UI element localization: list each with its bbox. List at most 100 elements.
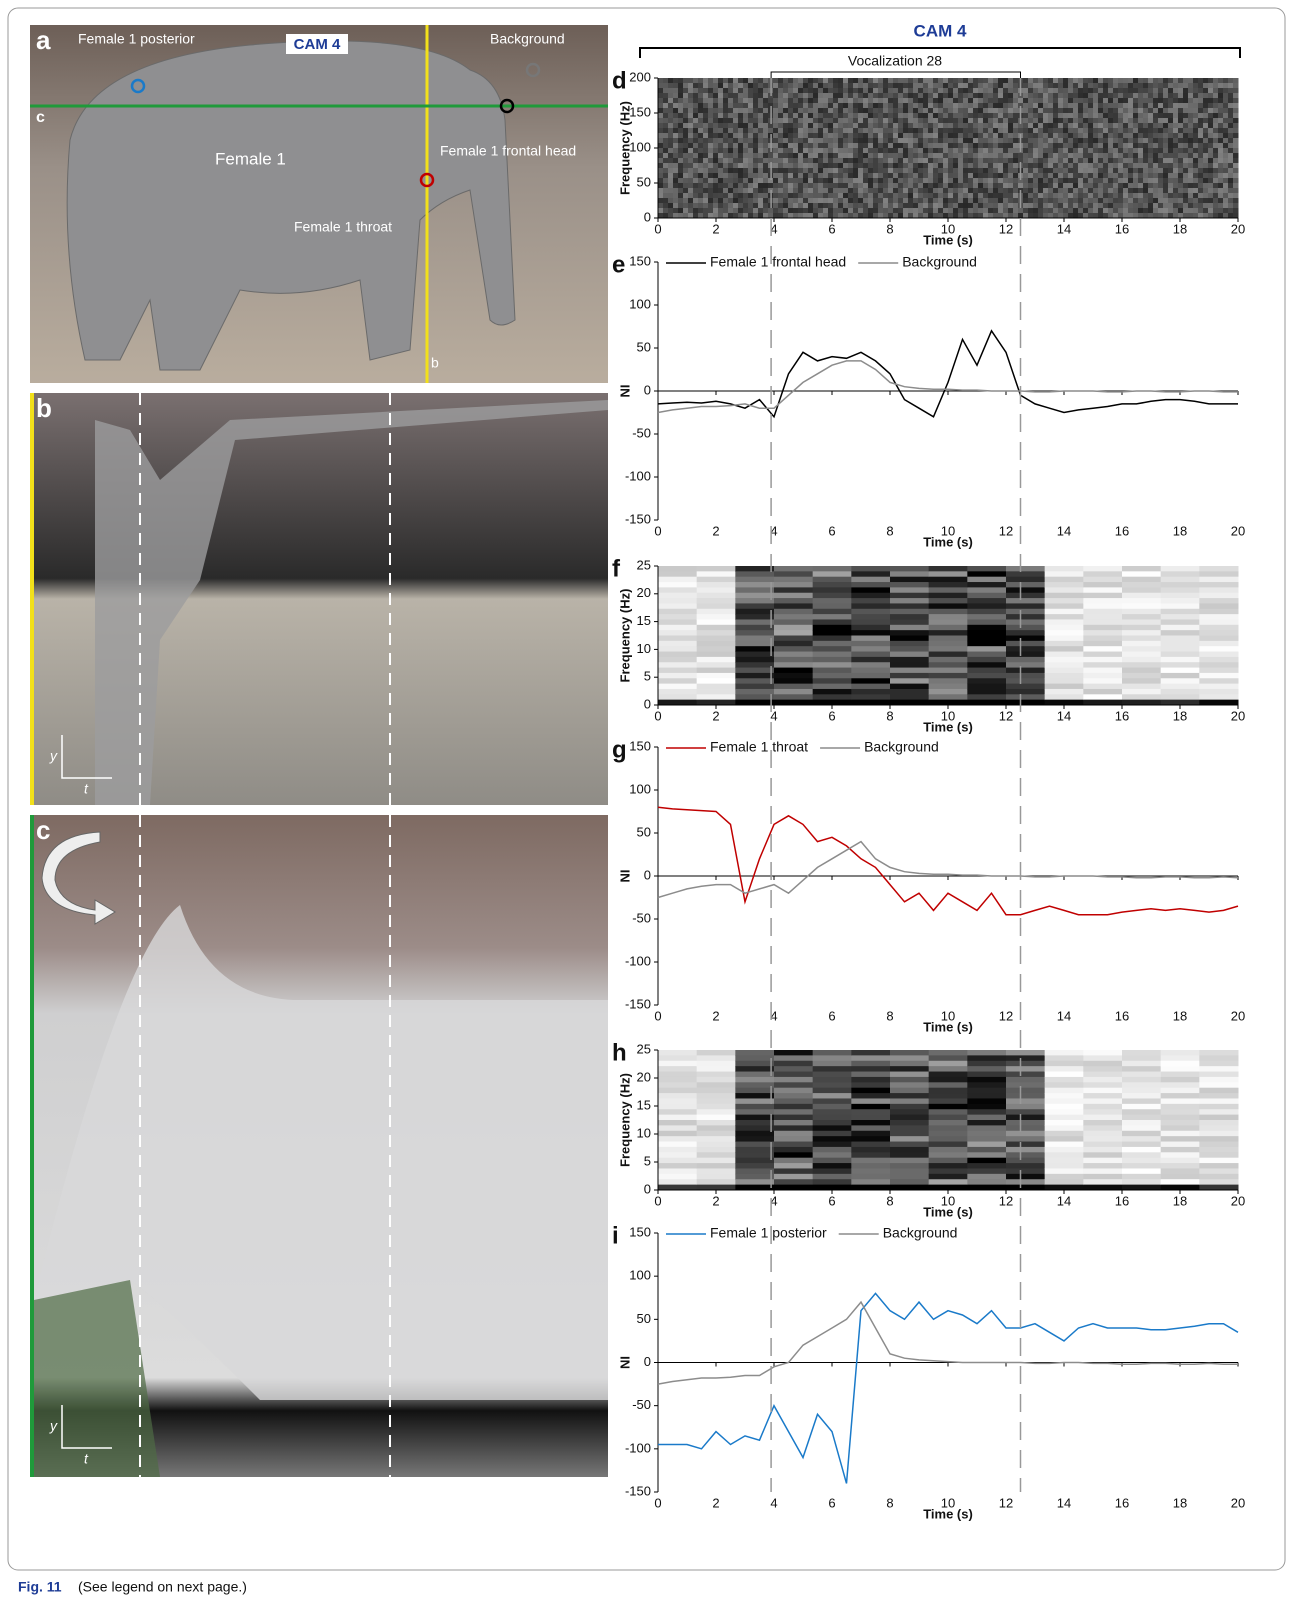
spectrogram-cell [967, 1082, 1006, 1088]
spectrogram-cell [735, 1174, 774, 1180]
spectrogram-cell [1223, 148, 1229, 154]
spectrogram-cell [698, 153, 704, 159]
spectrogram-cell [658, 577, 697, 583]
spectrogram-cell [958, 178, 964, 184]
spectrogram-cell [868, 143, 874, 149]
spectrogram-cell [843, 158, 849, 164]
spectrogram-cell [1073, 208, 1079, 214]
spectrogram-cell [813, 1055, 852, 1061]
spectrogram-cell [1233, 153, 1239, 159]
spectrogram-cell [1163, 138, 1169, 144]
spectrogram-cell [1178, 108, 1184, 114]
spectrogram-cell [728, 158, 734, 164]
spectrogram-cell [923, 113, 929, 119]
spectrogram-cell [888, 208, 894, 214]
spectrogram-cell [793, 88, 799, 94]
spectrogram-cell [1198, 198, 1204, 204]
spectrogram-cell [1008, 78, 1014, 84]
spectrogram-cell [813, 662, 852, 668]
spectrogram-cell [868, 193, 874, 199]
spectrogram-cell [1223, 88, 1229, 94]
spectrogram-cell [693, 88, 699, 94]
spectrogram-cell [838, 128, 844, 134]
spectrogram-cell [1208, 108, 1214, 114]
spectrogram-cell [963, 133, 969, 139]
spectrogram-cell [1028, 198, 1034, 204]
spectrogram-cell [1203, 198, 1209, 204]
spectrogram-cell [823, 188, 829, 194]
spectrogram-cell [833, 183, 839, 189]
spectrogram-cell [823, 108, 829, 114]
spectrogram-cell [1118, 158, 1124, 164]
spectrogram-cell [833, 88, 839, 94]
spectrogram-cell [728, 173, 734, 179]
spectrogram-cell [978, 113, 984, 119]
spectrogram-cell [1199, 1158, 1238, 1164]
spectrogram-cell [953, 163, 959, 169]
spectrogram-cell [1218, 123, 1224, 129]
spectrogram-cell [788, 188, 794, 194]
spectrogram-cell [1199, 614, 1238, 620]
spectrogram-cell [868, 203, 874, 209]
spectrogram-cell [1058, 98, 1064, 104]
spectrogram-cell [929, 598, 968, 604]
spectrogram-cell [1233, 148, 1239, 154]
spectrogram-cell [1198, 158, 1204, 164]
spectrogram-cell [728, 203, 734, 209]
spectrogram-cell [778, 98, 784, 104]
spectrogram-cell [1113, 143, 1119, 149]
spectrogram-cell [798, 198, 804, 204]
spectrogram-cell [673, 208, 679, 214]
spectrogram-cell [753, 183, 759, 189]
spectrogram-cell [983, 148, 989, 154]
spectrogram-cell [1199, 1055, 1238, 1061]
spectrogram-cell [733, 203, 739, 209]
spectrogram-cell [1183, 93, 1189, 99]
spectrogram-cell [943, 138, 949, 144]
spectrogram-cell [1153, 138, 1159, 144]
spectrogram-cell [953, 128, 959, 134]
spectrogram-cell [688, 153, 694, 159]
x-tick-label: 16 [1115, 1193, 1129, 1208]
spectrogram-cell [1108, 113, 1114, 119]
spectrogram-cell [868, 148, 874, 154]
spectrogram-cell [1006, 1152, 1045, 1158]
spectrogram-cell [1213, 103, 1219, 109]
spectrogram-cell [890, 619, 929, 625]
spectrogram-cell [798, 188, 804, 194]
spectrogram-cell [658, 83, 664, 89]
spectrogram-cell [743, 138, 749, 144]
spectrogram-cell [863, 148, 869, 154]
spectrogram-cell [1068, 93, 1074, 99]
spectrogram-cell [978, 183, 984, 189]
spectrogram-cell [913, 113, 919, 119]
spectrogram-cell [778, 103, 784, 109]
spectrogram-cell [1053, 113, 1059, 119]
spectrogram-cell [1168, 173, 1174, 179]
spectrogram-cell [1103, 188, 1109, 194]
spectrogram-cell [658, 1147, 697, 1153]
spectrogram-cell [1113, 108, 1119, 114]
spectrogram-cell [783, 168, 789, 174]
spectrogram-cell [1198, 163, 1204, 169]
spectrogram-cell [1122, 1072, 1161, 1078]
spectrogram-cell [958, 198, 964, 204]
spectrogram-cell [773, 93, 779, 99]
spectrogram-cell [851, 1136, 890, 1142]
spectrogram-cell [793, 118, 799, 124]
spectrogram-cell [890, 1163, 929, 1169]
spectrogram-cell [888, 103, 894, 109]
spectrogram-cell [828, 203, 834, 209]
spectrogram-cell [753, 168, 759, 174]
spectrogram-cell [808, 138, 814, 144]
spectrogram-cell [774, 1125, 813, 1131]
spectrogram-cell [890, 625, 929, 631]
spectrogram-cell [967, 630, 1006, 636]
spectrogram-cell [1161, 657, 1200, 663]
spectrogram-cell [1013, 108, 1019, 114]
spectrogram-cell [1183, 148, 1189, 154]
spectrogram-cell [1083, 1082, 1122, 1088]
spectrogram-cell [1199, 636, 1238, 642]
spectrogram-cell [848, 208, 854, 214]
spectrogram-cell [1098, 188, 1104, 194]
